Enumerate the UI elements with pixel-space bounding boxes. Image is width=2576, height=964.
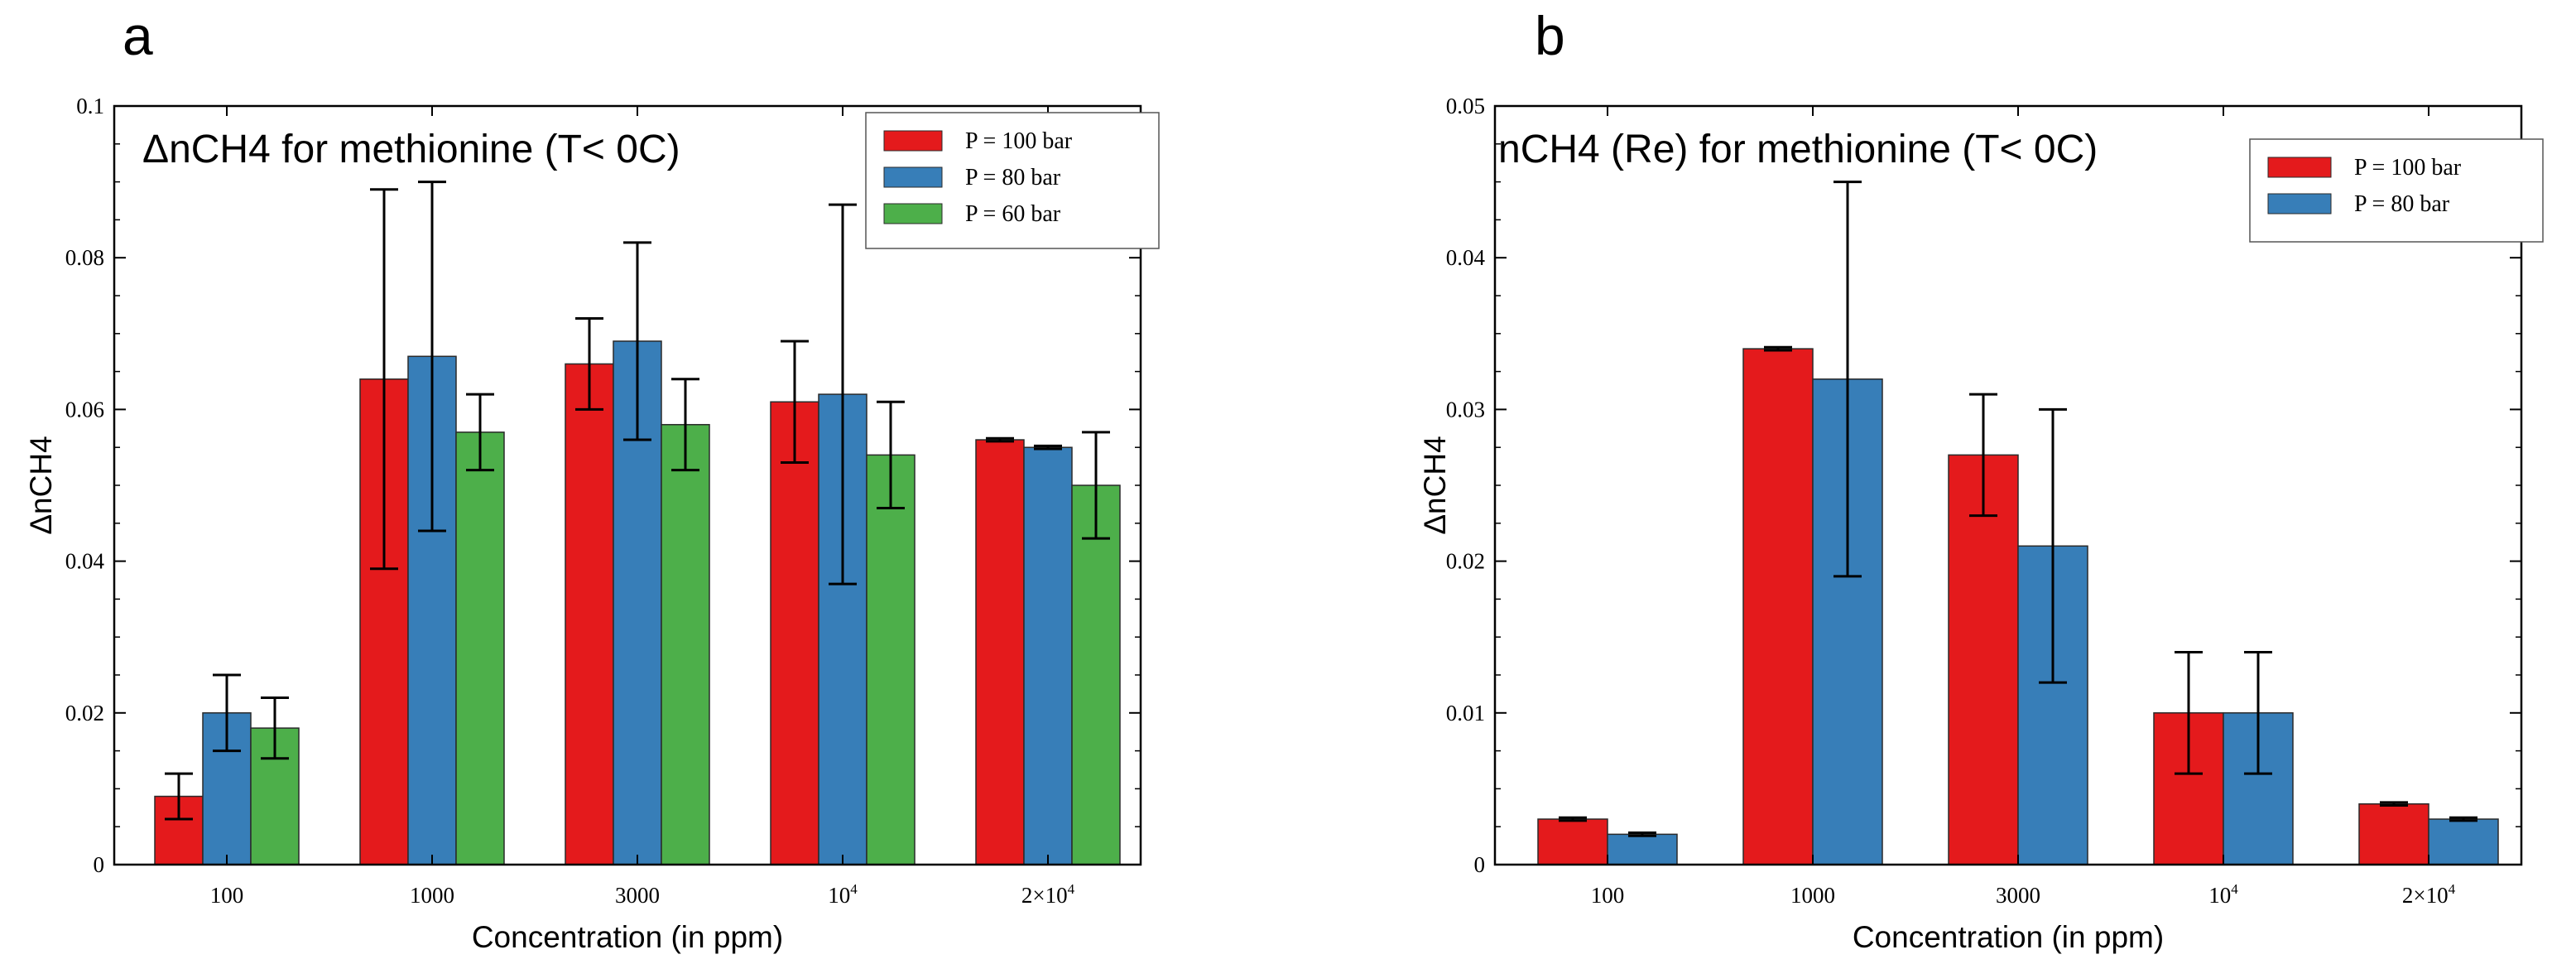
y-axis-label: ΔnCH4 [1418,436,1452,534]
panel-letter: a [123,5,153,66]
x-tick-label: 3000 [615,883,660,908]
x-tick-label: 2×104 [1021,881,1075,908]
error-bar [2039,407,2067,684]
y-tick-label: 0 [1474,852,1486,877]
x-tick-label: 100 [1591,883,1625,908]
legend-box [2249,138,2544,243]
legend-label: P = 100 bar [965,128,1073,154]
error-bar [165,772,193,821]
plot-frame [1493,104,2523,866]
error-bar [1969,393,1997,518]
x-tick-label: 2×104 [2402,881,2456,908]
panel-letter: b [1535,5,1565,66]
y-tick-label: 0.06 [65,397,104,422]
legend-swatch [883,166,943,188]
y-tick-label: 0 [94,852,105,877]
error-bar [370,188,398,571]
error-bar [466,393,494,472]
error-bar [2449,816,2477,822]
bar [1537,818,1608,865]
bar [770,401,819,865]
error-bar [781,340,809,465]
bar [866,454,916,865]
bar [2358,803,2429,865]
bar [1607,833,1678,865]
error-bar [2380,801,2408,807]
chart-title: ΔnCH4 for methionine (T< 0C) [142,128,680,171]
plot-frame [113,104,1142,866]
error-bar [1764,345,1792,352]
y-tick-label: 0.02 [65,701,104,725]
x-tick-label: 104 [2208,881,2238,908]
x-tick-label: 1000 [1790,883,1835,908]
error-bar [1034,444,1062,451]
error-bar [213,673,241,753]
error-bar [986,436,1014,443]
bar [1071,484,1121,865]
x-axis-label: Concentration (in ppm) [472,920,783,954]
y-tick-label: 0.05 [1446,94,1485,118]
x-axis-label: Concentration (in ppm) [1853,920,2164,954]
legend-swatch [883,130,943,152]
error-bar [2175,651,2203,775]
x-tick-label: 1000 [410,883,454,908]
y-tick-label: 0.03 [1446,397,1485,422]
error-bar [575,316,603,411]
legend-label: P = 100 bar [2354,155,2462,181]
error-bar [829,203,857,586]
y-tick-label: 0.02 [1446,549,1485,574]
error-bar [261,696,289,760]
legend-label: P = 60 bar [965,201,1061,227]
x-tick-label: 100 [210,883,244,908]
bar [1948,454,2019,865]
error-bar [1833,181,1862,578]
y-tick-label: 0.04 [1446,245,1486,270]
bar [661,423,710,865]
legend-label: P = 80 bar [965,165,1061,190]
y-tick-label: 0.08 [65,245,104,270]
x-tick-label: 3000 [1996,883,2040,908]
y-tick-label: 0.1 [76,94,104,118]
bar [1023,446,1073,865]
x-tick-label: 104 [828,881,858,908]
panel-b: b 100 1000 3000 104 2×104 0 0.01 0.02 0.03 0.04 0.0… [1418,5,2544,954]
error-bar [1628,831,1656,837]
y-tick-label: 0.04 [65,549,105,574]
y-tick-label: 0.01 [1446,701,1485,725]
legend-swatch [883,203,943,224]
error-bar [877,400,905,509]
error-bar [671,378,699,472]
error-bar [2244,651,2272,775]
error-bar [1082,431,1110,540]
legend-swatch [2267,157,2332,178]
y-axis-label: ΔnCH4 [24,436,58,534]
bar [1742,348,1814,865]
error-bar [1559,816,1587,822]
bar [975,439,1025,865]
error-bar [418,181,446,533]
error-bar [623,241,651,441]
bar [455,431,505,865]
legend: P = 100 bar P = 80 bar P = 60 bar [865,112,1160,249]
legend: P = 100 bar P = 80 bar [2249,138,2544,243]
panel-a: a 100 1000 3000 104 2×104 0 0.02 0.04 0.06 0.08 0.1… [24,5,1160,954]
bar [2428,818,2499,865]
legend-label: P = 80 bar [2354,191,2450,217]
chart-title: nCH4 (Re) for methionine (T< 0C) [1498,128,2098,171]
bar [565,363,614,865]
legend-swatch [2267,193,2332,214]
